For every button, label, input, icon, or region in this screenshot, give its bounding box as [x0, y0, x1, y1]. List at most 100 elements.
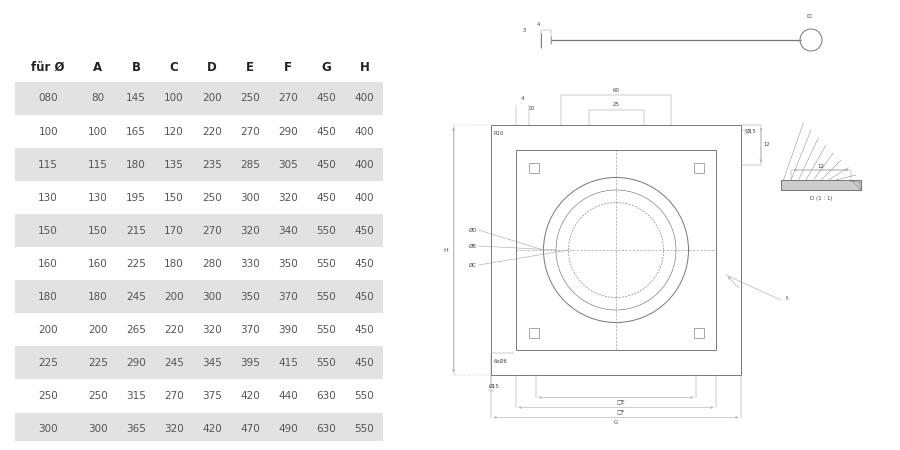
Text: 6xØ6: 6xØ6 [493, 359, 508, 364]
Text: 400: 400 [355, 126, 374, 136]
Text: 145: 145 [126, 94, 146, 104]
Text: 440: 440 [278, 391, 298, 401]
Text: D: D [806, 14, 811, 18]
Text: H: H [359, 61, 369, 74]
Text: 450: 450 [355, 259, 374, 269]
Text: 400: 400 [355, 193, 374, 202]
Text: 200: 200 [39, 325, 58, 335]
Text: 550: 550 [317, 292, 336, 302]
Text: 12: 12 [763, 143, 770, 148]
Text: 4: 4 [536, 22, 540, 27]
Text: G: G [321, 61, 331, 74]
Text: 490: 490 [278, 424, 298, 434]
Text: 420: 420 [202, 424, 222, 434]
Text: G: G [614, 419, 618, 424]
Bar [15, 413, 383, 446]
Text: 305: 305 [278, 160, 298, 170]
Text: 415: 415 [278, 358, 298, 368]
Text: F: F [284, 61, 292, 74]
Text: 450: 450 [317, 160, 336, 170]
Bar [781, 180, 861, 190]
Text: B: B [131, 61, 140, 74]
Text: 550: 550 [317, 358, 336, 368]
Text: 450: 450 [355, 358, 374, 368]
Text: Ø15: Ø15 [746, 129, 757, 134]
Text: 165: 165 [126, 126, 146, 136]
Text: 450: 450 [355, 325, 374, 335]
Text: ØD: ØD [469, 228, 477, 233]
Text: A: A [94, 61, 103, 74]
Bar [745, 130, 749, 134]
Text: 215: 215 [126, 226, 146, 236]
Text: R10: R10 [493, 131, 504, 136]
Text: 400: 400 [355, 160, 374, 170]
Text: 345: 345 [202, 358, 222, 368]
Text: 350: 350 [278, 259, 298, 269]
Text: 12: 12 [817, 163, 824, 168]
Text: C: C [169, 61, 178, 74]
Text: 225: 225 [126, 259, 146, 269]
Text: D: D [207, 61, 217, 74]
Text: 270: 270 [202, 226, 222, 236]
Text: 450: 450 [355, 226, 374, 236]
Text: 100: 100 [164, 94, 184, 104]
Text: 250: 250 [88, 391, 108, 401]
Text: 290: 290 [126, 358, 146, 368]
Text: 320: 320 [202, 325, 222, 335]
Text: 4: 4 [520, 96, 524, 101]
Text: 450: 450 [317, 94, 336, 104]
Text: 180: 180 [126, 160, 146, 170]
Text: 400: 400 [355, 94, 374, 104]
Text: 340: 340 [278, 226, 298, 236]
Text: Ø15: Ø15 [489, 383, 500, 388]
Text: □F: □F [616, 410, 625, 414]
Text: für Ø: für Ø [32, 61, 65, 74]
Text: 180: 180 [39, 292, 58, 302]
Text: 300: 300 [39, 424, 58, 434]
Text: 150: 150 [39, 226, 58, 236]
Text: 250: 250 [39, 391, 58, 401]
Text: 450: 450 [317, 193, 336, 202]
Text: 135: 135 [164, 160, 184, 170]
Text: 350: 350 [240, 292, 260, 302]
Text: 225: 225 [38, 358, 58, 368]
Text: 115: 115 [88, 160, 108, 170]
Text: 285: 285 [240, 160, 260, 170]
Bar [15, 82, 383, 115]
Text: 225: 225 [88, 358, 108, 368]
Text: 375: 375 [202, 391, 222, 401]
Bar [489, 387, 492, 391]
Text: 250: 250 [202, 193, 222, 202]
Text: 130: 130 [39, 193, 58, 202]
Text: 320: 320 [240, 226, 260, 236]
Text: 245: 245 [164, 358, 184, 368]
Text: 250: 250 [240, 94, 260, 104]
Text: 550: 550 [355, 424, 374, 434]
Text: 60: 60 [613, 87, 619, 93]
Text: 180: 180 [88, 292, 108, 302]
Text: □E: □E [616, 400, 625, 405]
Text: 20: 20 [528, 107, 535, 112]
Text: 270: 270 [164, 391, 184, 401]
Bar [15, 148, 383, 181]
Text: 550: 550 [317, 259, 336, 269]
Text: 450: 450 [355, 292, 374, 302]
Text: 195: 195 [126, 193, 146, 202]
Text: 115: 115 [38, 160, 58, 170]
Text: 200: 200 [88, 325, 108, 335]
Text: 200: 200 [164, 292, 184, 302]
Text: H: H [444, 248, 448, 252]
Text: 300: 300 [88, 424, 108, 434]
Text: 315: 315 [126, 391, 146, 401]
Text: 120: 120 [164, 126, 184, 136]
Text: 300: 300 [240, 193, 260, 202]
Text: 280: 280 [202, 259, 222, 269]
Text: 220: 220 [164, 325, 184, 335]
Text: 550: 550 [355, 391, 374, 401]
Text: 265: 265 [126, 325, 146, 335]
Bar [694, 162, 704, 172]
Text: ØB: ØB [469, 243, 477, 248]
Text: 100: 100 [39, 126, 58, 136]
Text: ØC: ØC [469, 262, 477, 267]
Text: 290: 290 [278, 126, 298, 136]
